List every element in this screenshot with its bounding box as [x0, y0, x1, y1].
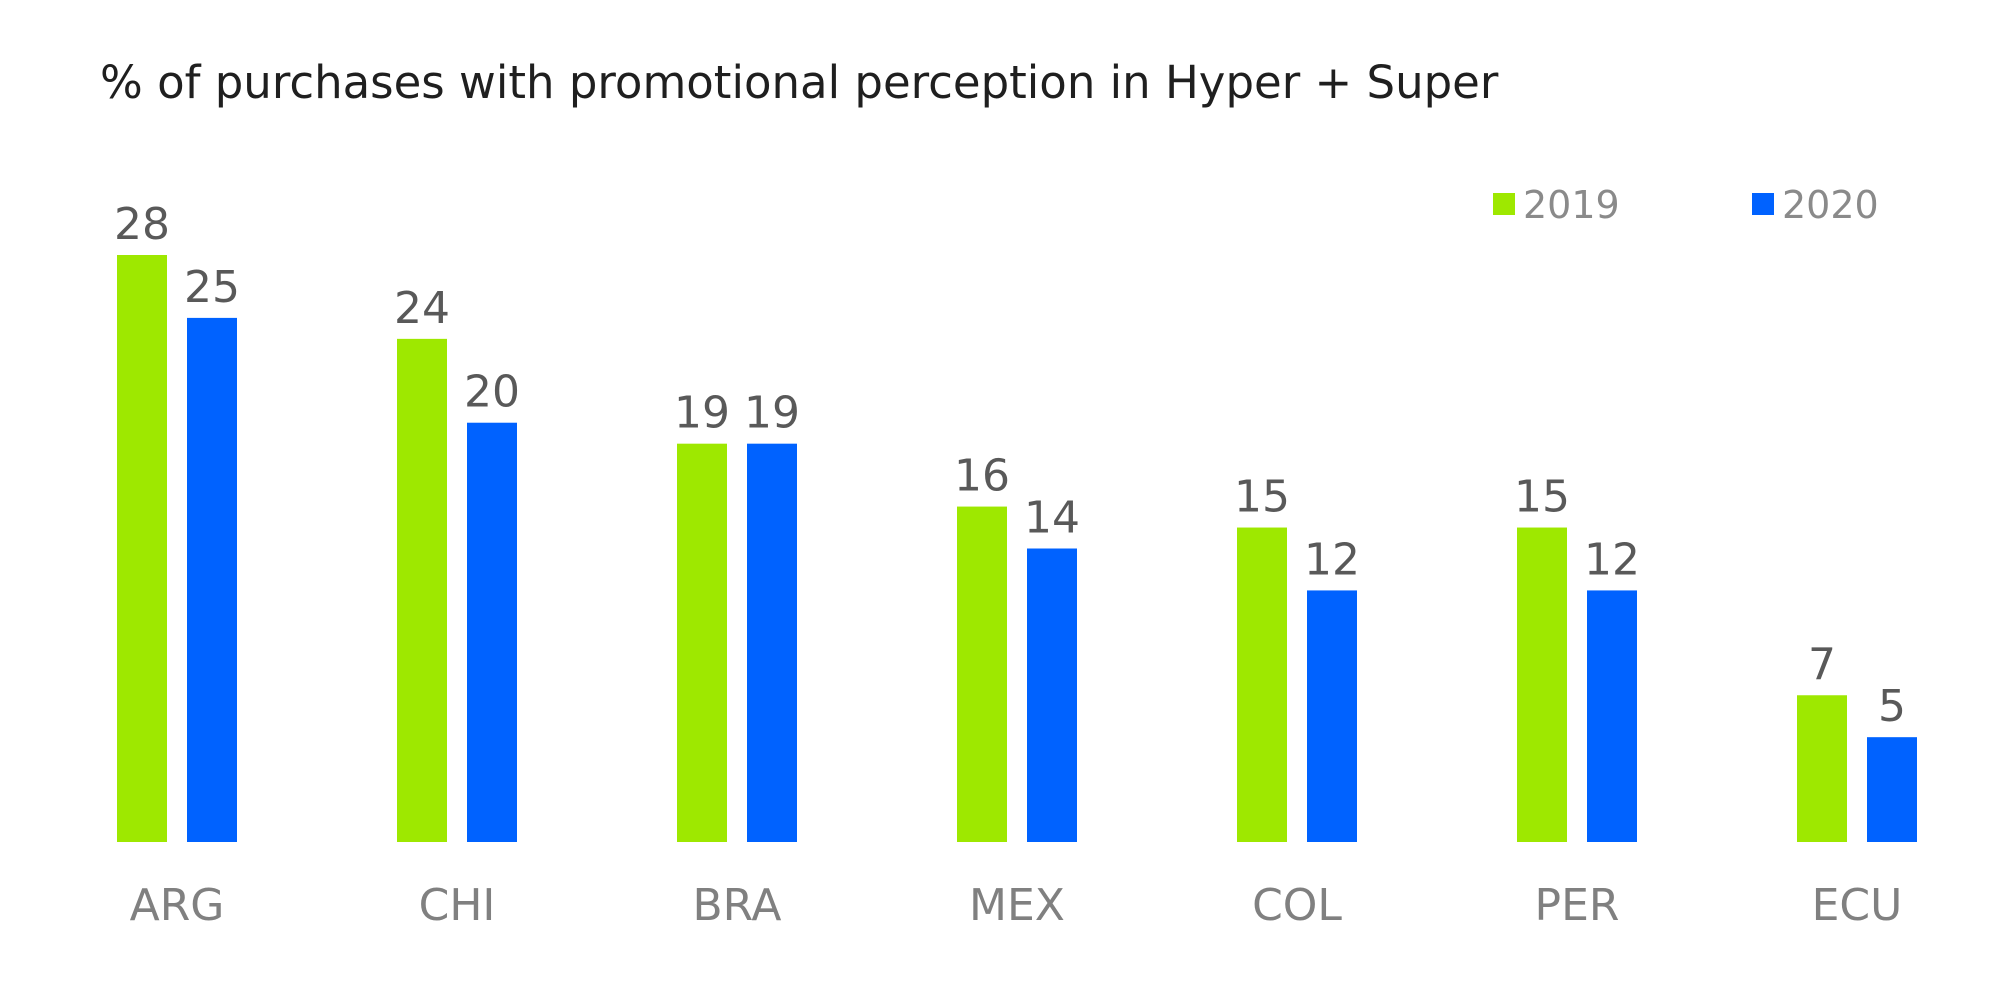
category-label-chi: CHI [419, 880, 496, 931]
chart-title: % of purchases with promotional percepti… [100, 56, 1499, 109]
value-label-bra-2020: 19 [744, 388, 800, 439]
legend: 2019 2020 [1493, 183, 1879, 227]
value-label-arg-2020: 25 [184, 262, 240, 313]
legend-label-2019: 2019 [1523, 183, 1620, 227]
value-label-ecu-2019: 7 [1808, 639, 1836, 690]
value-label-chi-2020: 20 [464, 367, 520, 418]
bar-col-2019 [1237, 527, 1287, 842]
bar-bra-2019 [677, 443, 727, 842]
category-labels-group: ARG CHI BRA MEX COL PER ECU [130, 880, 1903, 931]
value-labels-group: 28 25 24 20 19 19 16 14 15 12 15 12 75 [114, 199, 1906, 732]
value-label-col-2020: 12 [1304, 534, 1360, 585]
legend-label-2020: 2020 [1782, 183, 1879, 227]
bar-chi-2020 [467, 422, 517, 842]
value-label-chi-2019: 24 [394, 283, 450, 334]
bar-ecu-2020 [1867, 737, 1917, 842]
value-label-col-2019: 15 [1234, 472, 1290, 523]
bar-per-2020 [1587, 590, 1637, 842]
legend-item-2019: 2019 [1493, 183, 1620, 227]
bar-col-2020 [1307, 590, 1357, 842]
value-label-mex-2019: 16 [954, 451, 1010, 502]
value-label-ecu-2020: 5 [1878, 681, 1906, 732]
bar-bra-2020 [747, 443, 797, 842]
category-label-col: COL [1252, 880, 1342, 931]
bar-chi-2019 [397, 338, 447, 842]
category-label-ecu: ECU [1812, 880, 1903, 931]
value-label-per-2019: 15 [1514, 472, 1570, 523]
value-label-bra-2019: 19 [674, 388, 730, 439]
category-label-per: PER [1535, 880, 1620, 931]
bar-arg-2020 [187, 317, 237, 843]
value-label-mex-2020: 14 [1024, 493, 1080, 544]
bar-ecu-2019 [1797, 695, 1847, 842]
category-label-mex: MEX [969, 880, 1065, 931]
value-label-per-2020: 12 [1584, 534, 1640, 585]
bars-group [117, 255, 1917, 843]
legend-swatch-2020 [1752, 193, 1774, 215]
value-label-arg-2019: 28 [114, 199, 170, 250]
bar-per-2019 [1517, 527, 1567, 842]
bar-mex-2020 [1027, 548, 1077, 842]
legend-item-2020: 2020 [1752, 183, 1879, 227]
category-label-arg: ARG [130, 880, 225, 931]
bar-arg-2019 [117, 255, 167, 842]
bar-mex-2019 [957, 506, 1007, 842]
legend-swatch-2019 [1493, 193, 1515, 215]
category-label-bra: BRA [692, 880, 781, 931]
